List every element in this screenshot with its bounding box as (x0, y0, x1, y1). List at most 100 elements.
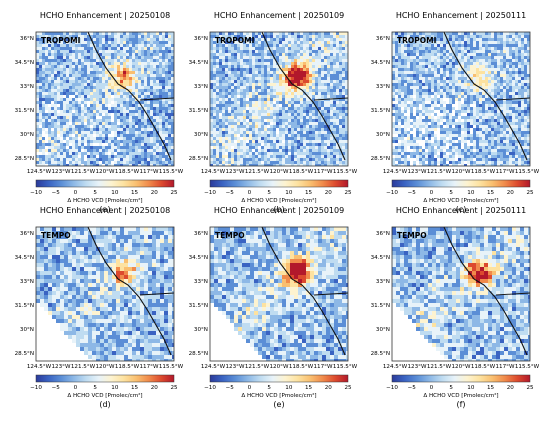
grid-cell (258, 98, 261, 101)
grid-cell (300, 95, 303, 98)
grid-cell (234, 104, 237, 107)
grid-cell (57, 101, 60, 104)
grid-cell (303, 68, 306, 71)
grid-cell (210, 50, 213, 53)
grid-cell (485, 50, 488, 53)
grid-cell (126, 32, 129, 35)
grid-cell (48, 71, 51, 74)
grid-cell (294, 122, 297, 125)
grid-cell (255, 119, 258, 122)
grid-cell (240, 35, 243, 38)
grid-cell (90, 101, 93, 104)
grid-cell (114, 101, 117, 104)
grid-cell (225, 149, 228, 152)
grid-cell (300, 59, 303, 62)
grid-cell (315, 92, 318, 95)
grid-cell (318, 155, 321, 158)
grid-cell (330, 107, 333, 110)
grid-cell (285, 143, 288, 146)
grid-cell (503, 65, 506, 68)
grid-cell (114, 53, 117, 56)
grid-cell (138, 95, 141, 98)
grid-cell (261, 104, 264, 107)
grid-cell (428, 80, 431, 83)
grid-cell (324, 77, 327, 80)
grid-cell (273, 152, 276, 155)
grid-cell (63, 98, 66, 101)
grid-cell (138, 83, 141, 86)
grid-cell (132, 65, 135, 68)
grid-cell (449, 35, 452, 38)
grid-cell (123, 65, 126, 68)
grid-cell (309, 140, 312, 143)
grid-cell (48, 68, 51, 71)
grid-cell (273, 53, 276, 56)
grid-cell (57, 119, 60, 122)
grid-cell (42, 35, 45, 38)
grid-cell (288, 86, 291, 89)
grid-cell (84, 95, 87, 98)
grid-cell (419, 50, 422, 53)
grid-cell (81, 59, 84, 62)
grid-cell (36, 98, 39, 101)
grid-cell (69, 158, 72, 161)
grid-cell (309, 59, 312, 62)
grid-cell (39, 95, 42, 98)
grid-cell (336, 101, 339, 104)
grid-cell (524, 80, 527, 83)
grid-cell (261, 107, 264, 110)
grid-cell (246, 134, 249, 137)
grid-cell (318, 95, 321, 98)
grid-cell (264, 77, 267, 80)
grid-cell (132, 161, 135, 164)
grid-cell (294, 137, 297, 140)
grid-cell (342, 83, 345, 86)
grid-cell (282, 104, 285, 107)
grid-cell (246, 44, 249, 47)
grid-cell (261, 56, 264, 59)
grid-cell (210, 83, 213, 86)
grid-cell (237, 38, 240, 41)
grid-cell (470, 32, 473, 35)
grid-cell (135, 50, 138, 53)
grid-cell (99, 83, 102, 86)
grid-cell (141, 104, 144, 107)
grid-cell (246, 146, 249, 149)
grid-cell (252, 53, 255, 56)
grid-cell (39, 116, 42, 119)
grid-cell (288, 74, 291, 77)
grid-cell (249, 47, 252, 50)
grid-cell (398, 89, 401, 92)
grid-cell (318, 68, 321, 71)
grid-cell (249, 86, 252, 89)
grid-cell (249, 56, 252, 59)
grid-cell (321, 62, 324, 65)
grid-cell (228, 32, 231, 35)
grid-cell (45, 155, 48, 158)
grid-cell (455, 53, 458, 56)
grid-cell (141, 143, 144, 146)
grid-cell (135, 65, 138, 68)
grid-cell (279, 98, 282, 101)
grid-cell (264, 98, 267, 101)
grid-cell (419, 68, 422, 71)
grid-cell (488, 62, 491, 65)
grid-cell (273, 92, 276, 95)
grid-cell (252, 74, 255, 77)
grid-cell (219, 89, 222, 92)
grid-cell (42, 41, 45, 44)
grid-cell (39, 101, 42, 104)
grid-cell (99, 41, 102, 44)
grid-cell (297, 158, 300, 161)
grid-cell (440, 68, 443, 71)
grid-cell (228, 47, 231, 50)
grid-cell (270, 71, 273, 74)
grid-cell (57, 128, 60, 131)
grid-cell (261, 41, 264, 44)
grid-cell (395, 71, 398, 74)
grid-cell (327, 68, 330, 71)
grid-cell (99, 74, 102, 77)
grid-cell (72, 59, 75, 62)
grid-cell (276, 125, 279, 128)
grid-cell (261, 86, 264, 89)
